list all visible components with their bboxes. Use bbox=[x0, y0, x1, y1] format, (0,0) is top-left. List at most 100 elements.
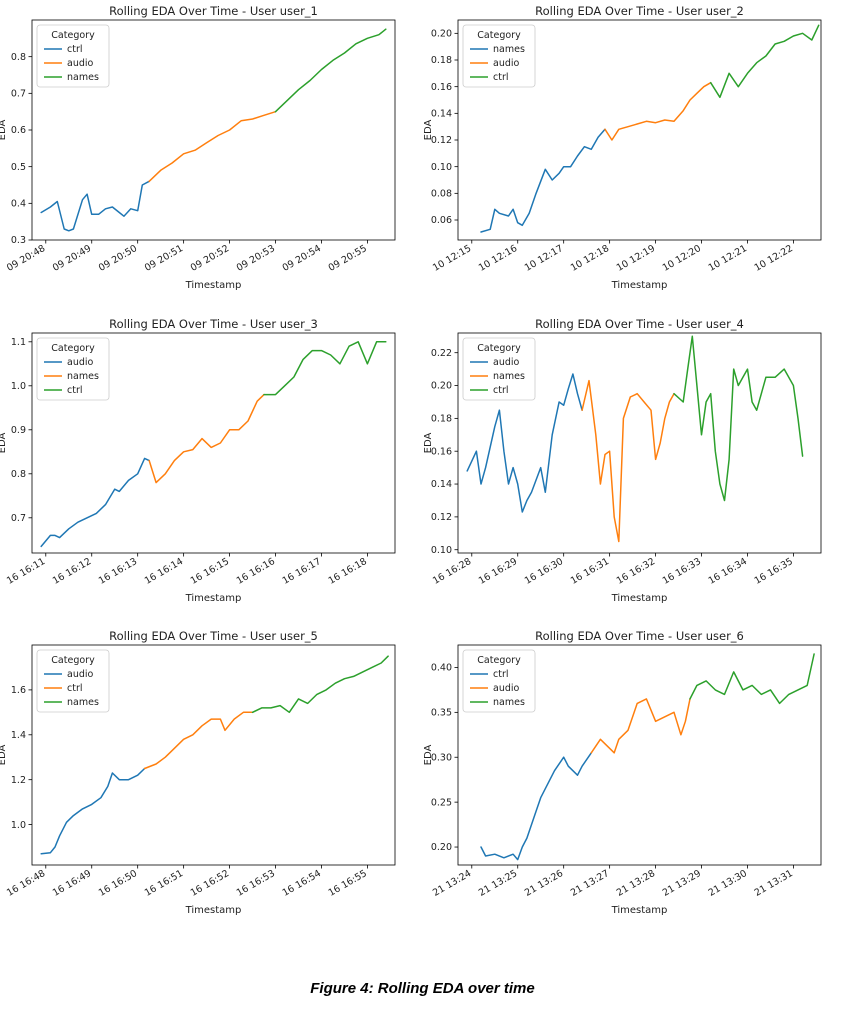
figure-grid: Rolling EDA Over Time - User user_1 0.3 0.… bbox=[0, 4, 822, 916]
y-tick-label: 0.10 bbox=[431, 162, 452, 173]
x-axis-label: Timestamp bbox=[185, 280, 242, 291]
x-tick-label: 21 13:28 bbox=[615, 868, 657, 899]
legend: Category ctrl audio names bbox=[462, 649, 536, 713]
x-tick-label: 16 16:12 bbox=[51, 556, 93, 587]
y-tick-label: 0.9 bbox=[11, 425, 26, 436]
y-tick-label: 1.6 bbox=[11, 685, 26, 696]
y-tick-label: 0.4 bbox=[11, 199, 26, 210]
x-tick-label: 09 20:51 bbox=[143, 243, 185, 274]
series-line-audio bbox=[590, 698, 691, 754]
y-tick-label: 0.18 bbox=[431, 55, 452, 66]
y-axis-label: EDA bbox=[423, 433, 434, 454]
y-tick-label: 0.3 bbox=[11, 235, 26, 246]
x-tick-label: 10 12:16 bbox=[477, 243, 519, 274]
series-line-names bbox=[581, 379, 675, 543]
x-tick-label: 10 12:22 bbox=[753, 243, 795, 274]
x-tick-label: 09 20:50 bbox=[97, 243, 139, 274]
legend-label-names: names bbox=[67, 72, 99, 83]
x-tick-label: 21 13:29 bbox=[661, 868, 703, 899]
y-tick-label: 0.14 bbox=[431, 109, 452, 120]
legend-label-ctrl: ctrl bbox=[67, 683, 83, 694]
x-tick-label: 16 16:16 bbox=[235, 556, 277, 587]
chart-title: Rolling EDA Over Time - User user_4 bbox=[535, 317, 744, 331]
x-tick-label: 21 13:27 bbox=[569, 868, 611, 899]
legend-label-names: names bbox=[493, 697, 525, 708]
y-tick-label: 0.20 bbox=[431, 381, 452, 392]
legend-box bbox=[462, 24, 536, 88]
plot-frame bbox=[457, 332, 822, 554]
x-tick-label: 16 16:11 bbox=[5, 556, 47, 587]
series-line-ctrl bbox=[480, 752, 593, 861]
x-tick-label: 16 16:31 bbox=[569, 556, 611, 587]
series-line-names bbox=[148, 393, 265, 484]
series-line-audio bbox=[466, 373, 583, 513]
legend-label-names: names bbox=[67, 371, 99, 382]
chart-panel: Rolling EDA Over Time - User user_6 0.20 0… bbox=[423, 629, 822, 916]
x-tick-label: 16 16:17 bbox=[281, 556, 323, 587]
x-axis-label: Timestamp bbox=[185, 905, 242, 916]
legend-box bbox=[462, 649, 536, 713]
y-axis-label: EDA bbox=[0, 433, 8, 454]
legend-box bbox=[462, 337, 536, 401]
series-line-audio bbox=[40, 767, 146, 855]
x-tick-label: 16 16:54 bbox=[281, 868, 323, 899]
chart-title: Rolling EDA Over Time - User user_6 bbox=[535, 629, 744, 643]
legend: Category audio ctrl names bbox=[36, 649, 110, 713]
plot-frame bbox=[31, 644, 396, 866]
chart-title: Rolling EDA Over Time - User user_5 bbox=[109, 629, 318, 643]
x-tick-label: 09 20:52 bbox=[189, 243, 231, 274]
legend-label-audio: audio bbox=[67, 58, 94, 69]
figure-caption: Figure 4: Rolling EDA over time bbox=[310, 980, 535, 997]
plot-frame bbox=[457, 644, 822, 866]
x-tick-label: 10 12:15 bbox=[431, 243, 473, 274]
x-tick-label: 10 12:17 bbox=[523, 243, 565, 274]
x-tick-label: 21 13:31 bbox=[753, 868, 795, 899]
x-tick-label: 21 13:30 bbox=[707, 868, 749, 899]
legend-title: Category bbox=[51, 343, 95, 354]
x-tick-label: 16 16:35 bbox=[753, 556, 795, 587]
y-tick-label: 0.20 bbox=[431, 842, 452, 853]
y-axis-label: EDA bbox=[0, 745, 8, 766]
x-tick-label: 16 16:53 bbox=[235, 868, 277, 899]
legend-label-names: names bbox=[493, 44, 525, 55]
legend: Category names audio ctrl bbox=[462, 24, 536, 88]
series-line-audio bbox=[604, 81, 712, 141]
y-tick-label: 0.35 bbox=[431, 708, 452, 719]
y-tick-label: 0.8 bbox=[11, 52, 26, 63]
x-tick-label: 16 16:15 bbox=[189, 556, 231, 587]
legend-label-audio: audio bbox=[67, 357, 94, 368]
x-tick-label: 16 16:32 bbox=[615, 556, 657, 587]
series-line-audio bbox=[148, 110, 277, 183]
x-tick-label: 09 20:48 bbox=[5, 243, 47, 274]
series-line-names bbox=[689, 653, 815, 705]
chart-title: Rolling EDA Over Time - User user_3 bbox=[109, 317, 318, 331]
x-tick-label: 16 16:48 bbox=[5, 868, 47, 899]
x-tick-label: 16 16:55 bbox=[327, 868, 369, 899]
x-axis-label: Timestamp bbox=[611, 280, 668, 291]
legend-label-audio: audio bbox=[493, 58, 520, 69]
x-tick-label: 21 13:25 bbox=[477, 868, 519, 899]
x-axis-label: Timestamp bbox=[611, 593, 668, 604]
legend-label-ctrl: ctrl bbox=[493, 385, 509, 396]
y-tick-label: 0.7 bbox=[11, 513, 26, 524]
legend-title: Category bbox=[477, 343, 521, 354]
x-tick-label: 16 16:18 bbox=[327, 556, 369, 587]
x-tick-label: 16 16:28 bbox=[431, 556, 473, 587]
y-tick-label: 0.12 bbox=[431, 135, 452, 146]
y-tick-label: 1.2 bbox=[11, 775, 26, 786]
x-tick-label: 21 13:26 bbox=[523, 868, 565, 899]
x-tick-label: 09 20:55 bbox=[327, 243, 369, 274]
legend-label-names: names bbox=[493, 371, 525, 382]
legend-box bbox=[36, 649, 110, 713]
legend-label-ctrl: ctrl bbox=[493, 72, 509, 83]
series-line-ctrl bbox=[673, 335, 804, 502]
x-tick-label: 10 12:20 bbox=[661, 243, 703, 274]
y-axis-label: EDA bbox=[423, 745, 434, 766]
y-tick-label: 0.10 bbox=[431, 545, 452, 556]
chart-title: Rolling EDA Over Time - User user_1 bbox=[109, 4, 318, 18]
legend-label-ctrl: ctrl bbox=[67, 385, 83, 396]
legend-label-audio: audio bbox=[493, 357, 520, 368]
y-tick-label: 0.40 bbox=[431, 663, 452, 674]
chart-panel: Rolling EDA Over Time - User user_4 0.10 0… bbox=[423, 317, 822, 604]
legend-label-audio: audio bbox=[67, 669, 94, 680]
